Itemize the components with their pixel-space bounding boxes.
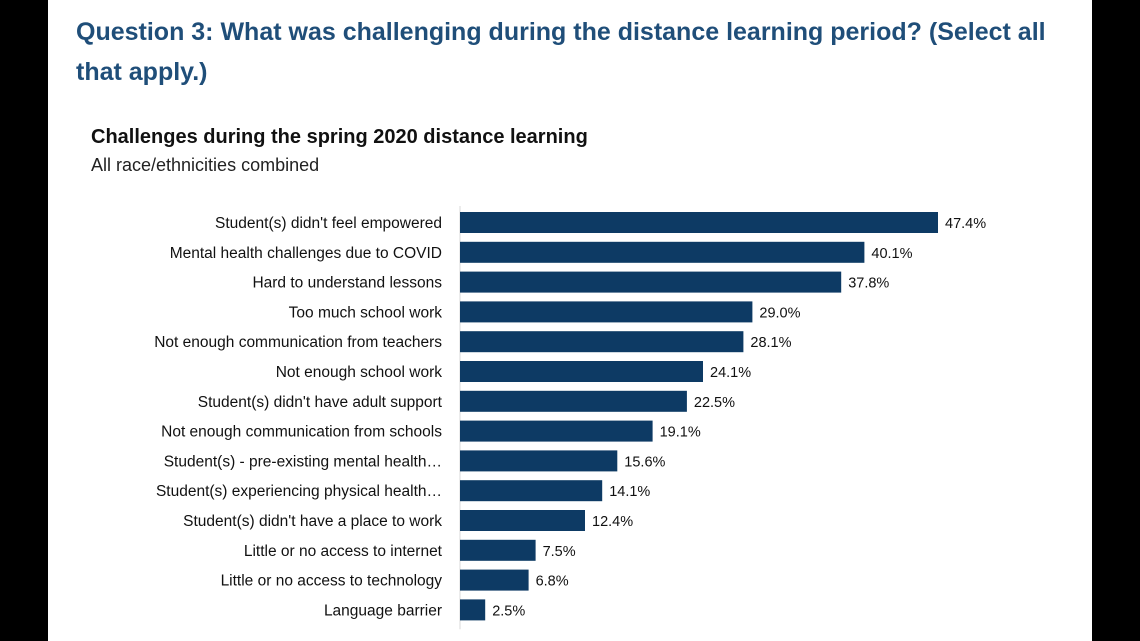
bar — [460, 450, 618, 472]
data-label: 28.1% — [750, 335, 791, 351]
bar — [460, 510, 585, 531]
data-label: 15.6% — [624, 454, 665, 470]
data-label: 12.4% — [592, 514, 633, 530]
bar — [460, 390, 687, 412]
data-label: 37.8% — [848, 276, 889, 292]
category-label: Too much school work — [289, 304, 443, 321]
category-label: Not enough communication from schools — [161, 424, 442, 441]
category-label: Language barrier — [324, 602, 442, 619]
category-label: Little or no access to technology — [221, 573, 443, 590]
category-label: Student(s) didn't have a place to work — [183, 513, 442, 530]
bar — [460, 599, 486, 621]
bar — [460, 569, 529, 591]
data-label: 47.4% — [945, 216, 986, 232]
data-label: 7.5% — [543, 544, 576, 560]
data-label: 6.8% — [536, 574, 569, 590]
category-label: Student(s) didn't have adult support — [198, 394, 443, 411]
category-label: Not enough communication from teachers — [154, 334, 442, 351]
chart-title: Challenges during the spring 2020 distan… — [91, 126, 588, 148]
category-label: Little or no access to internet — [244, 543, 443, 560]
bar — [460, 420, 653, 442]
bar — [460, 241, 865, 263]
data-label: 40.1% — [871, 246, 912, 262]
data-label: 14.1% — [609, 484, 650, 500]
data-label: 2.5% — [492, 603, 525, 619]
bar — [460, 271, 842, 293]
chart-panel: Question 3: What was challenging during … — [48, 0, 1092, 641]
chart-subtitle: All race/ethnicities combined — [91, 155, 320, 175]
category-label: Student(s) experiencing physical health… — [156, 483, 442, 500]
bar — [460, 480, 603, 502]
bar — [460, 212, 938, 233]
data-label: 29.0% — [759, 305, 800, 321]
data-label: 22.5% — [694, 395, 735, 411]
data-label: 24.1% — [710, 365, 751, 381]
bar — [460, 331, 744, 353]
question-heading: Question 3: What was challenging during … — [76, 18, 1046, 86]
category-label: Student(s) didn't feel empowered — [215, 215, 442, 232]
bar — [460, 539, 536, 561]
bar-chart: Student(s) didn't feel empowered 47.4% Men… — [154, 206, 986, 630]
bar — [460, 361, 703, 382]
bar — [460, 301, 753, 323]
category-label: Hard to understand lessons — [252, 275, 442, 292]
category-label: Mental health challenges due to COVID — [170, 245, 442, 262]
category-label: Not enough school work — [276, 364, 443, 381]
category-label: Student(s) - pre-existing mental health… — [164, 453, 442, 470]
data-label: 19.1% — [660, 425, 701, 441]
